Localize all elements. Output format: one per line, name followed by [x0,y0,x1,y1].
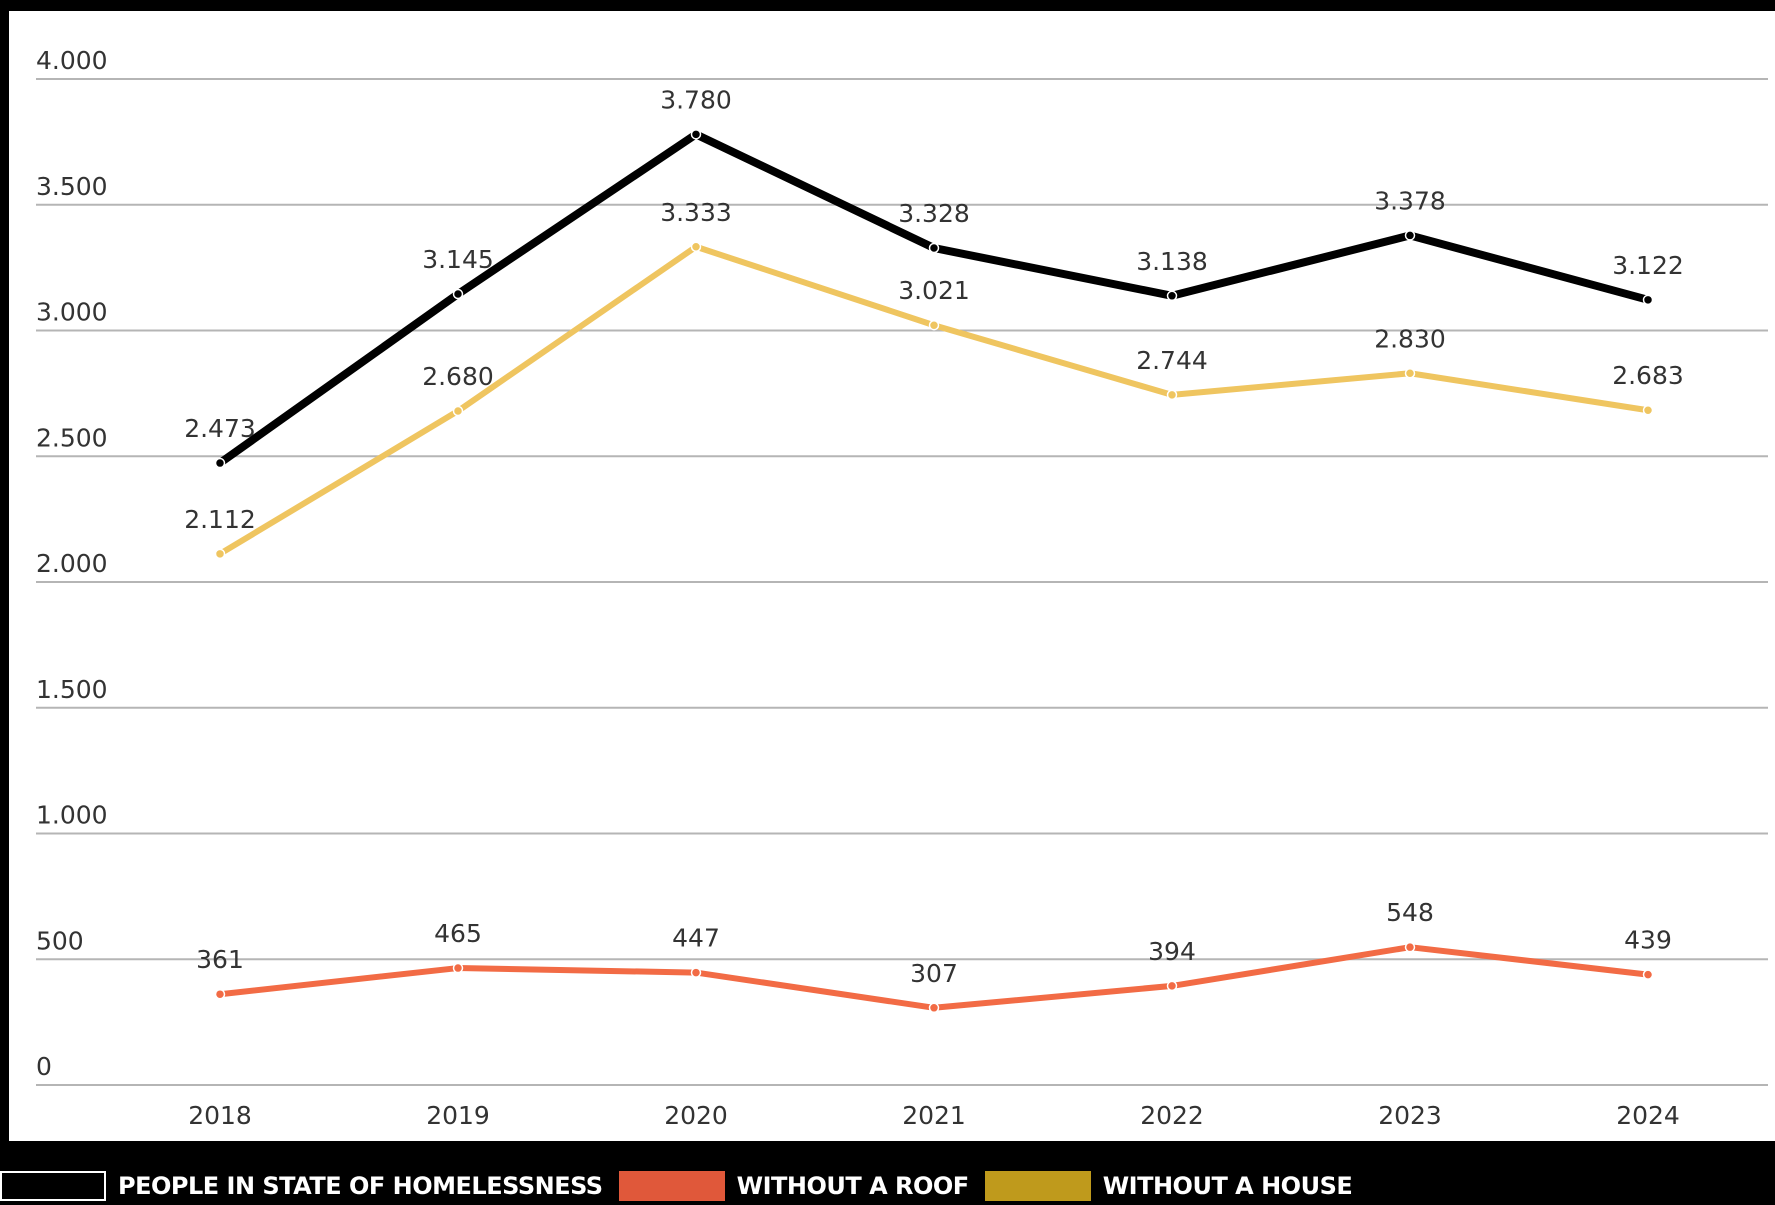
data-point [690,129,702,140]
y-axis-ticks: 0 500 1.000 1.500 2.000 2.500 3.000 3.500 4.000 [36,46,108,1081]
data-label: 307 [910,959,958,988]
legend-label-homelessness: PEOPLE IN STATE OF HOMELESSNESS [118,1172,603,1200]
y-tick-label: 0 [36,1052,52,1081]
legend-item-without-house: WITHOUT A HOUSE [984,1171,1353,1201]
data-point [1166,980,1178,992]
y-tick-label: 4.000 [36,46,108,75]
y-tick-label: 3.000 [36,298,108,327]
x-tick-label: 2021 [902,1101,966,1130]
x-tick-label: 2018 [188,1101,252,1130]
y-tick-label: 500 [36,926,84,955]
data-point [452,288,464,300]
data-point [928,242,940,254]
data-label: 3.021 [898,276,970,305]
legend-item-homelessness: PEOPLE IN STATE OF HOMELESSNESS [0,1171,603,1201]
data-label: 3.780 [660,85,732,114]
data-label: 439 [1624,926,1672,955]
x-tick-label: 2022 [1140,1101,1204,1130]
series-lines [214,129,1654,1014]
x-axis-ticks: 2018 2019 2020 2021 2022 2023 2024 [188,1101,1680,1130]
data-labels: 2.473 3.145 3.780 3.328 3.138 3.378 3.122 361 46… [184,85,1684,987]
data-point [690,241,702,253]
data-point [214,457,226,469]
data-label: 447 [672,924,720,953]
data-point [1642,294,1654,306]
data-label: 3.145 [422,245,494,274]
data-point [1404,941,1416,953]
data-point [1404,368,1416,379]
data-point [1404,230,1416,241]
x-tick-label: 2019 [426,1101,490,1130]
data-label: 2.473 [184,414,256,443]
data-point [1166,290,1178,302]
legend-swatch-homelessness [0,1171,106,1201]
legend-swatch-without-roof [618,1171,725,1201]
data-point [928,319,940,331]
data-point [1642,404,1654,416]
legend-label-without-house: WITHOUT A HOUSE [1102,1172,1353,1200]
data-label: 3.333 [660,198,732,227]
data-label: 3.122 [1612,251,1684,280]
gridlines [36,78,1768,1086]
data-label: 465 [434,919,482,948]
data-label: 2.683 [1612,361,1684,390]
legend: PEOPLE IN STATE OF HOMELESSNESS WITHOUT … [0,1170,1368,1202]
data-point [214,548,226,560]
data-label: 2.112 [184,505,256,534]
x-tick-label: 2020 [664,1101,728,1130]
data-label: 2.830 [1374,324,1446,353]
data-point [928,1002,940,1014]
data-label: 3.328 [898,199,970,228]
data-point [214,988,226,1000]
y-tick-label: 3.500 [36,172,108,201]
x-tick-label: 2023 [1378,1101,1442,1130]
y-tick-label: 2.500 [36,423,108,452]
data-label: 2.680 [422,362,494,391]
y-tick-label: 2.000 [36,549,108,578]
data-label: 361 [196,945,244,974]
data-label: 3.138 [1136,247,1208,276]
data-point [690,967,702,978]
legend-label-without-roof: WITHOUT A ROOF [736,1172,970,1200]
y-tick-label: 1.000 [36,801,108,830]
data-label: 548 [1386,898,1434,927]
data-label: 2.744 [1136,346,1208,375]
y-tick-label: 1.500 [36,675,108,704]
data-label: 3.378 [1374,186,1446,215]
legend-swatch-without-house [984,1171,1091,1201]
data-point [1166,389,1178,401]
data-point [452,962,464,974]
data-label: 394 [1148,937,1196,966]
x-tick-label: 2024 [1616,1101,1680,1130]
data-point [1642,969,1654,980]
data-point [452,405,464,417]
legend-item-without-roof: WITHOUT A ROOF [618,1171,970,1201]
